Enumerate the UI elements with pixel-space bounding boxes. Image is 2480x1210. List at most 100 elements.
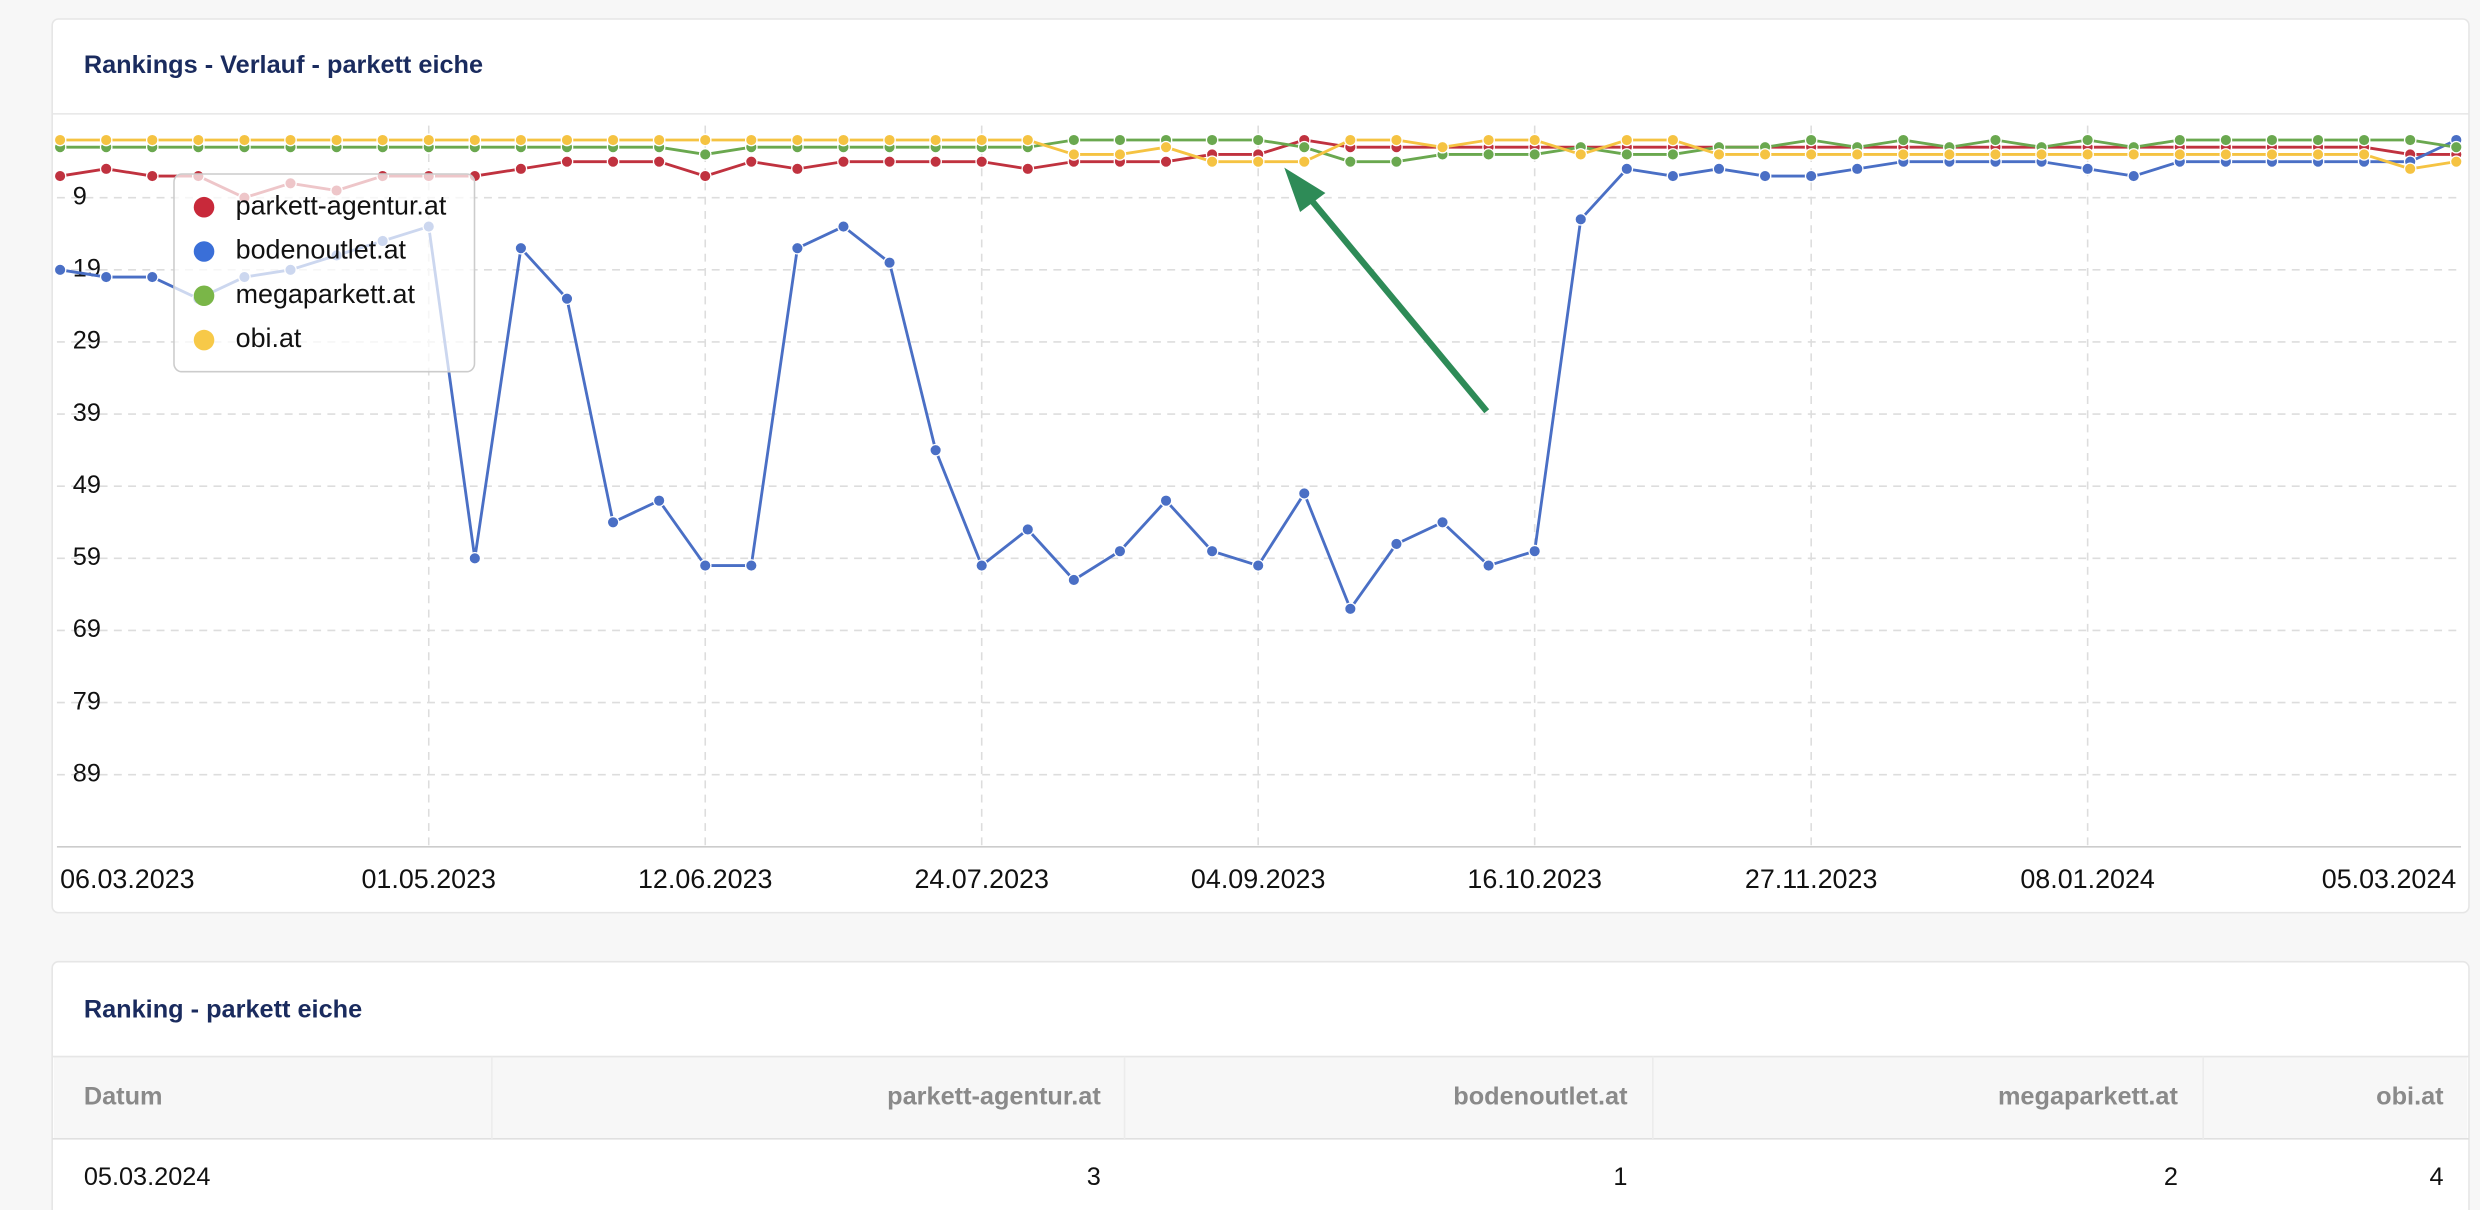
- data-point[interactable]: [1574, 148, 1588, 161]
- data-point[interactable]: [2127, 169, 2141, 183]
- data-point[interactable]: [2311, 148, 2325, 161]
- data-point[interactable]: [53, 169, 67, 183]
- data-point[interactable]: [2311, 133, 2325, 147]
- data-point[interactable]: [2357, 133, 2371, 147]
- data-point[interactable]: [145, 270, 159, 284]
- data-point[interactable]: [1804, 133, 1818, 147]
- legend-label[interactable]: bodenoutlet.at: [236, 235, 407, 265]
- data-point[interactable]: [975, 155, 989, 168]
- data-point[interactable]: [1205, 155, 1219, 168]
- data-point[interactable]: [744, 133, 758, 147]
- data-point[interactable]: [1712, 162, 1726, 176]
- data-point[interactable]: [2265, 133, 2279, 147]
- data-point[interactable]: [1205, 133, 1219, 147]
- data-point[interactable]: [2357, 148, 2371, 161]
- data-point[interactable]: [1666, 148, 1680, 161]
- data-point[interactable]: [791, 241, 804, 255]
- data-point[interactable]: [1436, 515, 1449, 529]
- data-point[interactable]: [2219, 133, 2233, 147]
- data-point[interactable]: [1067, 573, 1081, 587]
- data-point[interactable]: [883, 133, 896, 147]
- data-point[interactable]: [2081, 148, 2094, 161]
- data-point[interactable]: [1067, 148, 1081, 161]
- data-point[interactable]: [1758, 169, 1772, 183]
- data-point[interactable]: [1021, 162, 1035, 176]
- data-point[interactable]: [1021, 133, 1035, 147]
- data-point[interactable]: [1159, 494, 1173, 507]
- data-point[interactable]: [744, 155, 758, 168]
- data-point[interactable]: [698, 133, 712, 147]
- data-point[interactable]: [975, 559, 989, 572]
- data-point[interactable]: [53, 133, 67, 147]
- data-point[interactable]: [1390, 155, 1403, 168]
- data-point[interactable]: [1251, 155, 1265, 168]
- data-point[interactable]: [606, 515, 620, 529]
- data-point[interactable]: [837, 220, 850, 233]
- data-point[interactable]: [1297, 487, 1311, 500]
- data-point[interactable]: [2219, 148, 2233, 161]
- data-point[interactable]: [1896, 133, 1910, 147]
- data-point[interactable]: [1528, 544, 1541, 558]
- data-point[interactable]: [560, 292, 574, 306]
- data-point[interactable]: [975, 133, 989, 147]
- data-point[interactable]: [468, 133, 482, 147]
- data-point[interactable]: [1021, 523, 1035, 536]
- data-point[interactable]: [1251, 133, 1265, 147]
- data-point[interactable]: [1205, 544, 1219, 558]
- data-point[interactable]: [1620, 162, 1634, 176]
- data-point[interactable]: [1989, 148, 2002, 161]
- data-point[interactable]: [883, 155, 896, 168]
- data-point[interactable]: [1159, 140, 1173, 154]
- data-point[interactable]: [514, 133, 528, 147]
- table-header[interactable]: Datum: [84, 1082, 163, 1110]
- data-point[interactable]: [1113, 148, 1127, 161]
- data-point[interactable]: [698, 559, 712, 572]
- data-point[interactable]: [1436, 140, 1449, 154]
- data-point[interactable]: [2081, 162, 2094, 176]
- data-point[interactable]: [2449, 155, 2463, 168]
- data-point[interactable]: [837, 155, 850, 168]
- legend-label[interactable]: parkett-agentur.at: [236, 190, 447, 220]
- data-point[interactable]: [1344, 133, 1357, 147]
- data-point[interactable]: [284, 133, 297, 147]
- data-point[interactable]: [2449, 140, 2463, 154]
- data-point[interactable]: [192, 133, 205, 147]
- data-point[interactable]: [1297, 155, 1311, 168]
- data-point[interactable]: [422, 133, 436, 147]
- data-point[interactable]: [2127, 148, 2141, 161]
- data-point[interactable]: [2081, 133, 2094, 147]
- table-header[interactable]: megaparkett.at: [1998, 1082, 2179, 1110]
- data-point[interactable]: [238, 133, 251, 147]
- table-header[interactable]: obi.at: [2376, 1082, 2444, 1110]
- data-point[interactable]: [1528, 133, 1541, 147]
- data-point[interactable]: [1666, 169, 1680, 183]
- data-point[interactable]: [99, 133, 113, 147]
- data-point[interactable]: [1113, 544, 1127, 558]
- data-point[interactable]: [2403, 133, 2417, 147]
- data-point[interactable]: [2265, 148, 2279, 161]
- data-point[interactable]: [2173, 148, 2187, 161]
- data-point[interactable]: [1804, 169, 1818, 183]
- data-point[interactable]: [929, 155, 942, 168]
- data-point[interactable]: [99, 162, 113, 176]
- data-point[interactable]: [1482, 148, 1495, 161]
- data-point[interactable]: [1989, 133, 2002, 147]
- table-header[interactable]: parkett-agentur.at: [887, 1082, 1101, 1110]
- data-point[interactable]: [1482, 559, 1495, 572]
- data-point[interactable]: [2173, 133, 2187, 147]
- data-point[interactable]: [791, 133, 804, 147]
- data-point[interactable]: [698, 148, 712, 161]
- data-point[interactable]: [652, 494, 666, 507]
- data-point[interactable]: [929, 443, 942, 457]
- data-point[interactable]: [1850, 148, 1864, 161]
- data-point[interactable]: [2403, 162, 2417, 176]
- table-header[interactable]: bodenoutlet.at: [1453, 1082, 1628, 1110]
- data-point[interactable]: [2035, 148, 2048, 161]
- legend-label[interactable]: megaparkett.at: [236, 279, 416, 309]
- legend-label[interactable]: obi.at: [236, 323, 302, 353]
- data-point[interactable]: [1113, 133, 1127, 147]
- data-point[interactable]: [791, 162, 804, 176]
- data-point[interactable]: [1620, 148, 1634, 161]
- data-point[interactable]: [560, 155, 574, 168]
- data-point[interactable]: [652, 133, 666, 147]
